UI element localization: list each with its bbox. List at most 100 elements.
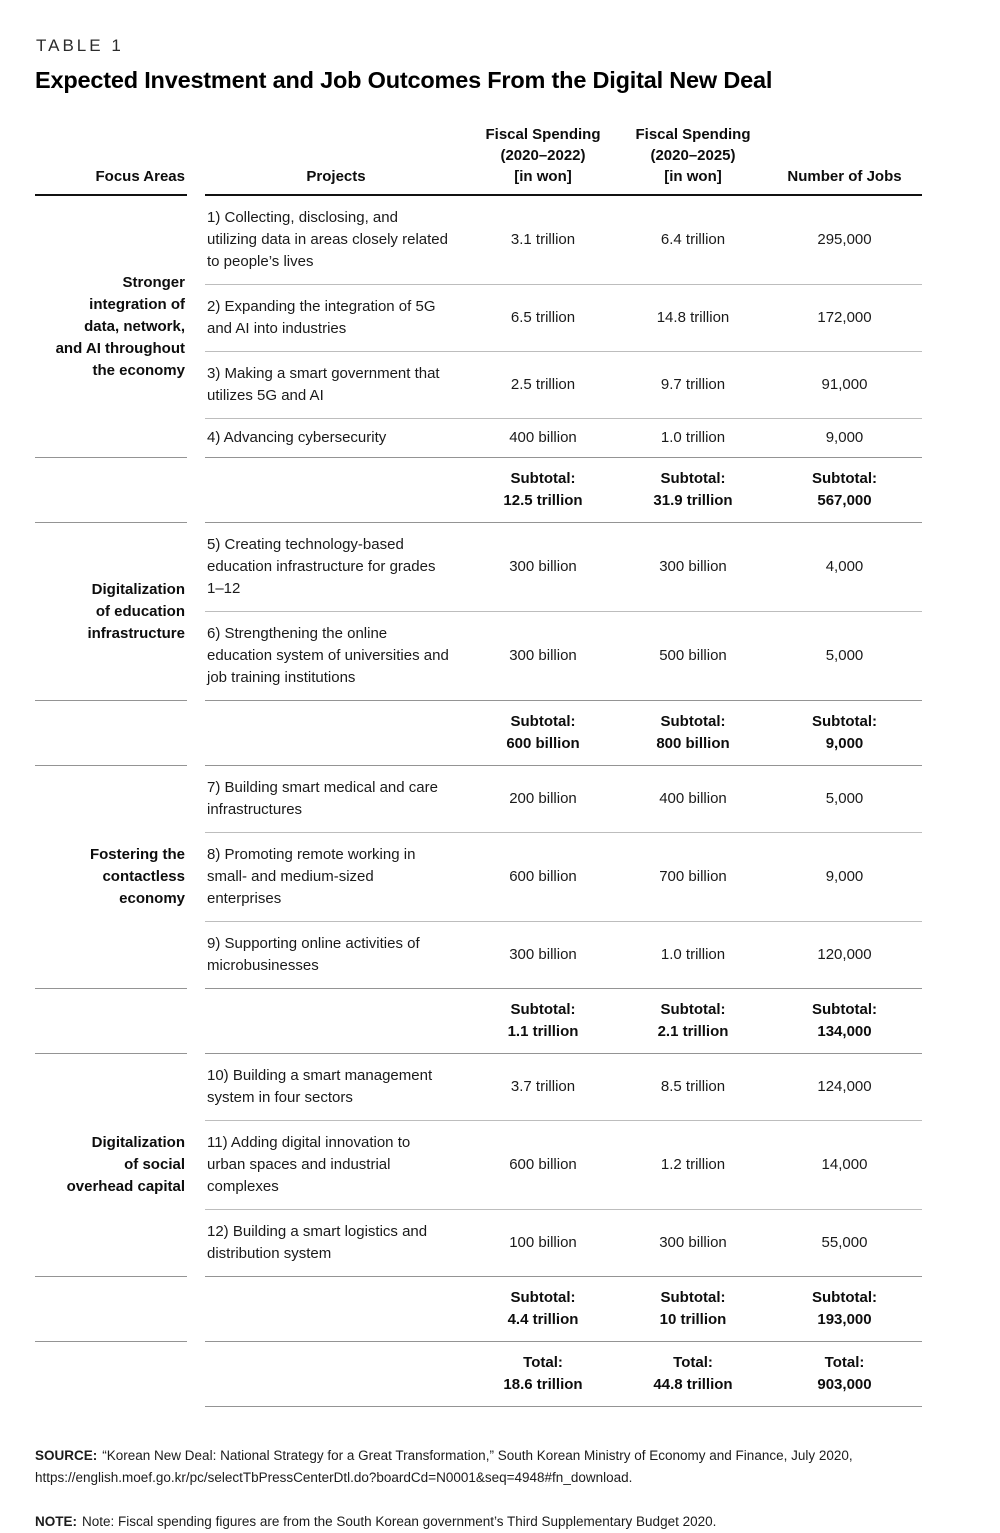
table-row: 11) Adding digital innovation to urban s… bbox=[35, 1120, 922, 1210]
note: NOTE: Note: Fiscal spending figures are f… bbox=[35, 1511, 907, 1533]
subtotal-value: 9,000 bbox=[825, 735, 864, 752]
col-header-projects: Projects bbox=[205, 124, 467, 196]
subtotal-value: 31.9 trillion bbox=[653, 492, 733, 509]
spend-2020-2025-cell: 1.0 trillion bbox=[619, 418, 767, 458]
table-row: Digitalization of social overhead capita… bbox=[35, 1053, 922, 1277]
total-label: Total: bbox=[523, 1354, 563, 1371]
subtotal-spend-2020-2022-cell: Subtotal: 4.4 trillion bbox=[467, 1276, 619, 1342]
subtotal-label: Subtotal: bbox=[510, 713, 576, 730]
jobs-cell: 295,000 bbox=[817, 231, 872, 248]
note-text: Note: Fiscal spending figures are from t… bbox=[82, 1513, 717, 1529]
table-label: TABLE 1 bbox=[36, 36, 124, 55]
jobs-cell: 9,000 bbox=[767, 832, 922, 922]
jobs-cell: 14,000 bbox=[767, 1120, 922, 1210]
spend-2020-2022-cell: 400 billion bbox=[467, 418, 619, 458]
subtotal-label: Subtotal: bbox=[812, 713, 877, 730]
jobs-cell: 120,000 bbox=[767, 921, 922, 989]
total-spend-2020-2022-cell: Total: 18.6 trillion bbox=[467, 1341, 619, 1407]
project-name-cell: 10) Building a smart management system i… bbox=[205, 1053, 467, 1121]
source-label: SOURCE: bbox=[35, 1448, 98, 1463]
spend-2020-2022-cell: 200 billion bbox=[467, 765, 619, 833]
table-row: 12) Building a smart logistics and distr… bbox=[35, 1209, 922, 1277]
jobs-cell: 4,000 bbox=[767, 522, 922, 612]
subtotal-label: Subtotal: bbox=[510, 470, 576, 487]
subtotal-spend-2020-2025-cell: Subtotal: 800 billion bbox=[619, 700, 767, 766]
spend-2020-2025-cell: 300 billion bbox=[619, 1209, 767, 1277]
empty-cell bbox=[35, 988, 187, 1054]
project-name-cell: 2) Expanding the integration of 5G and A… bbox=[205, 284, 467, 352]
subtotal-label: Subtotal: bbox=[660, 713, 726, 730]
subtotal-jobs-cell: Subtotal: 567,000 bbox=[767, 457, 922, 523]
table-row: 4) Advancing cybersecurity 400 billion 1… bbox=[35, 418, 922, 458]
spend-2020-2025-cell: 9.7 trillion bbox=[619, 351, 767, 419]
subtotal-label: Subtotal: bbox=[660, 1001, 726, 1018]
subtotal-label: Subtotal: bbox=[660, 1289, 726, 1306]
project-name-cell: 5) Creating technology-based education i… bbox=[205, 522, 467, 612]
subtotal-spend-2020-2022-cell: Subtotal: 1.1 trillion bbox=[467, 988, 619, 1054]
column-gap bbox=[187, 1342, 205, 1407]
project-name-cell: 12) Building a smart logistics and distr… bbox=[205, 1209, 467, 1277]
empty-cell bbox=[35, 700, 187, 766]
spend-2020-2022-cell: 6.5 trillion bbox=[467, 284, 619, 352]
empty-cell bbox=[35, 457, 187, 523]
project-name-cell: 3) Making a smart government that utiliz… bbox=[205, 351, 467, 419]
footnotes: SOURCE: “Korean New Deal: National Strate… bbox=[35, 1445, 907, 1533]
empty-cell bbox=[35, 1341, 187, 1407]
project-name-cell: 8) Promoting remote working in small- an… bbox=[205, 832, 467, 922]
empty-cell bbox=[205, 457, 467, 523]
spend-2020-2022-cell: 600 billion bbox=[467, 1120, 619, 1210]
focus-area-cell: Fostering the contactless economy bbox=[35, 765, 187, 989]
subtotal-value: 10 trillion bbox=[659, 1311, 727, 1328]
subtotal-value: 2.1 trillion bbox=[657, 1023, 729, 1040]
subtotal-value: 134,000 bbox=[817, 1023, 872, 1040]
subtotal-jobs-cell: Subtotal: 193,000 bbox=[767, 1276, 922, 1342]
subtotal-value: 1.1 trillion bbox=[507, 1023, 579, 1040]
subtotal-value: 193,000 bbox=[817, 1311, 872, 1328]
total-value: 44.8 trillion bbox=[653, 1376, 733, 1393]
subtotal-value: 567,000 bbox=[817, 492, 872, 509]
table-row: 8) Promoting remote working in small- an… bbox=[35, 832, 922, 922]
spend-2020-2025-cell: 500 billion bbox=[619, 611, 767, 701]
column-gap bbox=[187, 701, 205, 766]
subtotal-row: Subtotal: 1.1 trillion Subtotal: 2.1 tri… bbox=[35, 988, 922, 1054]
subtotal-label: Subtotal: bbox=[812, 1001, 877, 1018]
spend-2020-2022-cell: 600 billion bbox=[467, 832, 619, 922]
jobs-cell: 172,000 bbox=[767, 284, 922, 352]
total-jobs-cell: Total: 903,000 bbox=[767, 1341, 922, 1407]
col-header-number-of-jobs: Number of Jobs bbox=[767, 124, 922, 196]
table-row: 2) Expanding the integration of 5G and A… bbox=[35, 284, 922, 352]
spend-2020-2025-cell: 6.4 trillion bbox=[660, 231, 726, 248]
column-gap bbox=[187, 523, 205, 701]
subtotal-label: Subtotal: bbox=[812, 470, 877, 487]
col-header-focus-areas: Focus Areas bbox=[35, 124, 187, 196]
spend-2020-2022-cell: 300 billion bbox=[467, 611, 619, 701]
col-header-fiscal-spending-2020-2022: Fiscal Spending (2020–2022) [in won] bbox=[467, 124, 619, 196]
focus-area-cell: Digitalization of education infrastructu… bbox=[35, 522, 187, 701]
total-row: Total: 18.6 trillion Total: 44.8 trillio… bbox=[35, 1341, 922, 1407]
spend-2020-2025-cell: 400 billion bbox=[619, 765, 767, 833]
spend-2020-2022-cell: 2.5 trillion bbox=[467, 351, 619, 419]
jobs-cell: 9,000 bbox=[767, 418, 922, 458]
spend-2020-2022-cell: 300 billion bbox=[467, 921, 619, 989]
column-gap bbox=[187, 766, 205, 989]
column-gap bbox=[187, 989, 205, 1054]
spend-2020-2025-cell: 1.2 trillion bbox=[619, 1120, 767, 1210]
focus-area-cell: Stronger integration of data, network, a… bbox=[55, 273, 185, 379]
project-name-cell: 6) Strengthening the online education sy… bbox=[205, 611, 467, 701]
column-gap bbox=[187, 195, 205, 458]
column-gap bbox=[187, 1054, 205, 1277]
col-header-fiscal-spending-2020-2025: Fiscal Spending (2020–2025) [in won] bbox=[619, 124, 767, 196]
investment-jobs-table: Focus Areas Projects Fiscal Spending (20… bbox=[35, 124, 922, 1407]
spend-2020-2022-cell: 300 billion bbox=[467, 522, 619, 612]
column-gap bbox=[187, 458, 205, 523]
subtotal-row: Subtotal: 600 billion Subtotal: 800 bill… bbox=[35, 700, 922, 766]
table-row: 3) Making a smart government that utiliz… bbox=[35, 351, 922, 419]
empty-cell bbox=[205, 1276, 467, 1342]
total-label: Total: bbox=[824, 1354, 865, 1371]
subtotal-jobs-cell: Subtotal: 134,000 bbox=[767, 988, 922, 1054]
subtotal-value: 600 billion bbox=[506, 735, 580, 752]
table-row: 6) Strengthening the online education sy… bbox=[35, 611, 922, 701]
total-spend-2020-2025-cell: Total: 44.8 trillion bbox=[619, 1341, 767, 1407]
empty-cell bbox=[205, 1341, 467, 1407]
